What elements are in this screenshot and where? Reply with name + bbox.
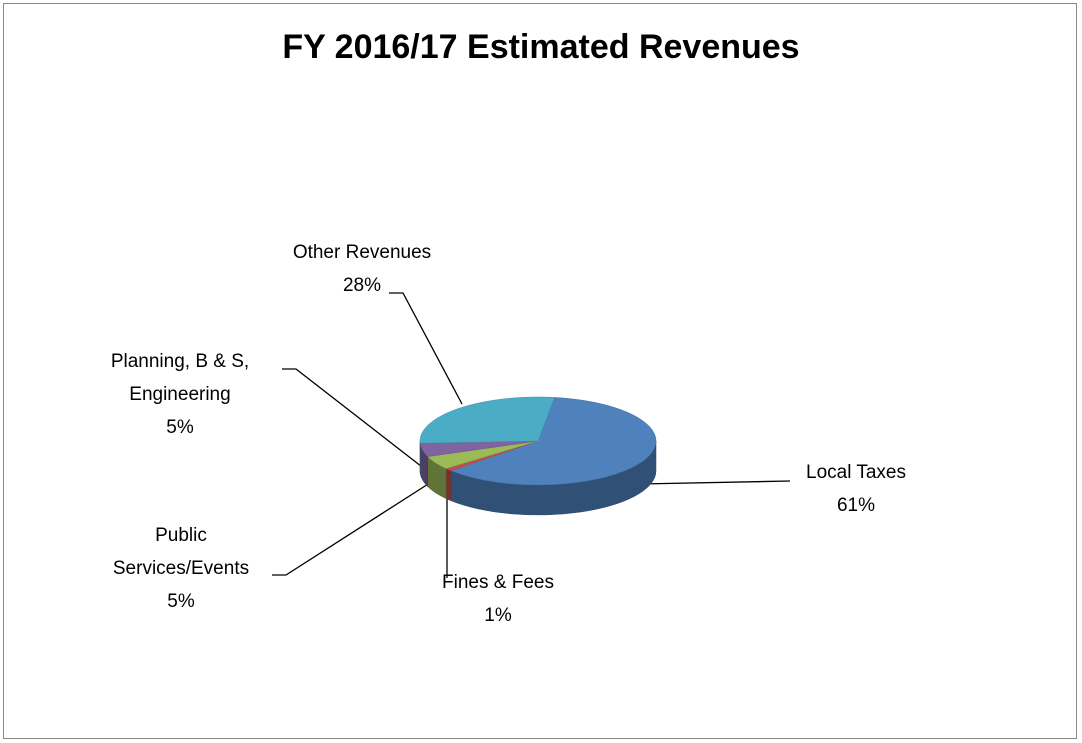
- leader-line: [389, 292, 463, 405]
- category-label: Other Revenues: [292, 242, 432, 263]
- data-label: Other Revenues 28%: [262, 236, 462, 302]
- data-label: Local Taxes 61%: [756, 456, 956, 522]
- leader-line: [272, 478, 437, 576]
- category-label: Planning, B & S, Engineering: [110, 351, 250, 405]
- data-label: Fines & Fees 1%: [398, 566, 598, 632]
- value-label: 5%: [166, 417, 194, 438]
- value-label: 28%: [342, 275, 382, 296]
- data-label: Planning, B & S, Engineering 5%: [95, 345, 265, 444]
- pie-slice: [450, 397, 657, 486]
- pie-slice: [419, 396, 555, 444]
- category-label: Fines & Fees: [442, 572, 554, 593]
- leader-line: [639, 480, 791, 485]
- value-label: 5%: [167, 591, 195, 612]
- category-label: Local Taxes: [806, 462, 906, 483]
- data-label: Public Services/Events 5%: [106, 519, 256, 618]
- leader-line: [282, 368, 427, 471]
- chart-border: [3, 3, 1077, 739]
- value-label: 1%: [484, 605, 512, 626]
- pie-side: [445, 468, 452, 502]
- category-label: Public Services/Events: [112, 525, 250, 579]
- chart-title: FY 2016/17 Estimated Revenues: [282, 28, 800, 66]
- value-label: 61%: [836, 495, 876, 516]
